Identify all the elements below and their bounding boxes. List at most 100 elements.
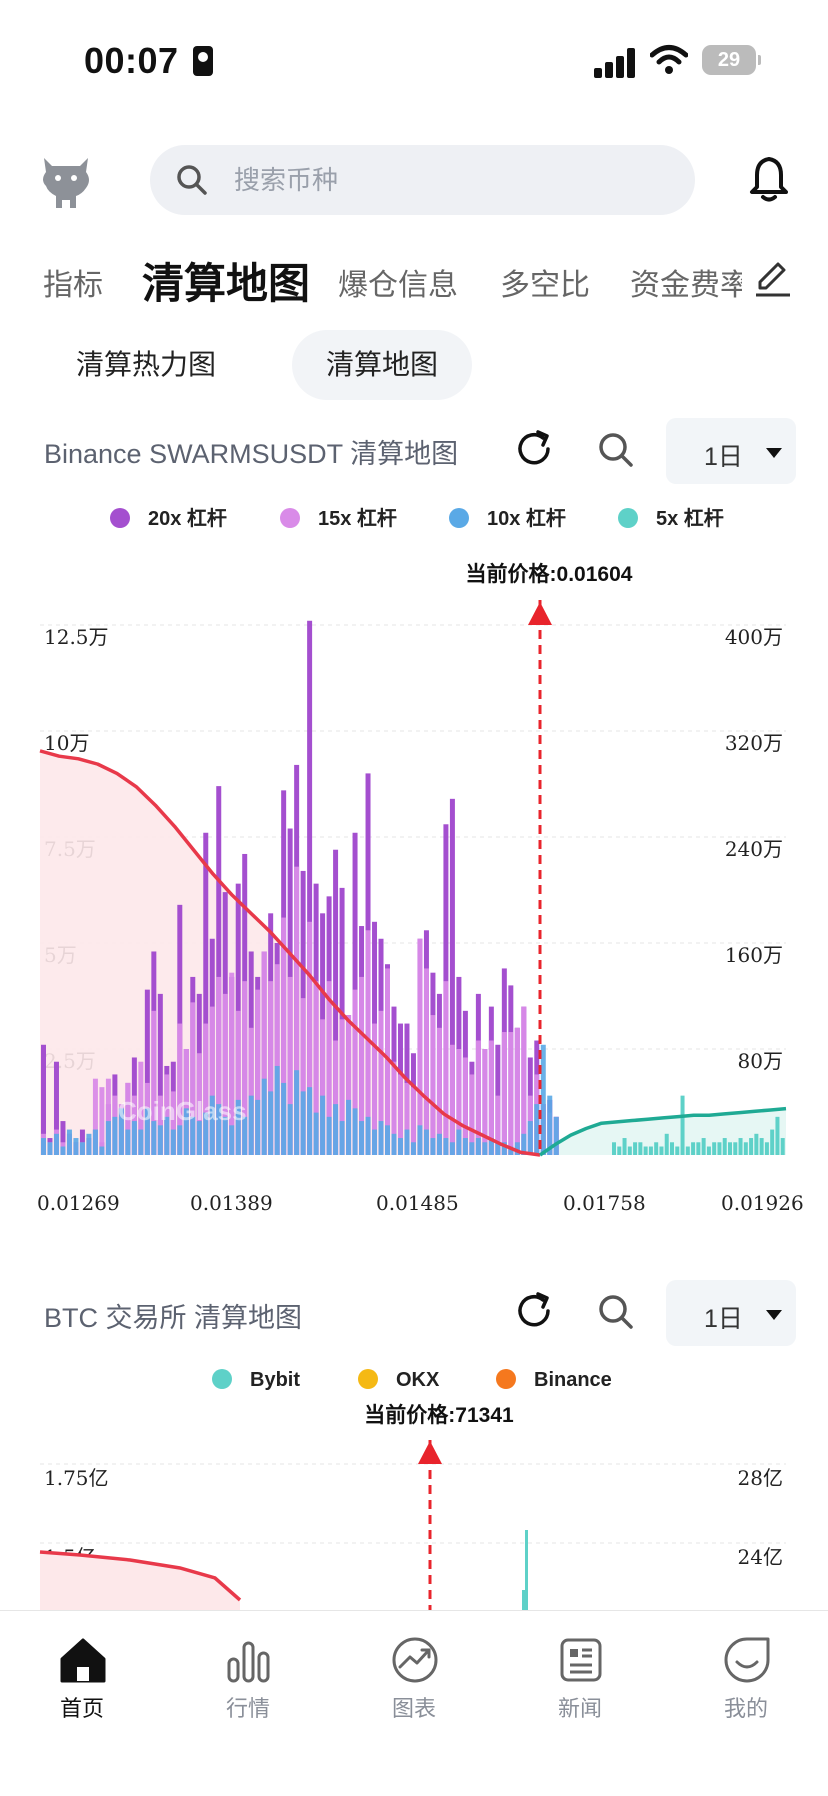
liquidation-map-chart[interactable]: 2.5万80万5万160万7.5万240万10万320万12.5万400万当前价… xyxy=(0,550,828,1230)
chart1-search-icon[interactable] xyxy=(594,428,638,472)
nav-news[interactable]: 新闻 xyxy=(520,1611,640,1731)
bar-5x xyxy=(654,1142,659,1155)
tab-indicators[interactable]: 指标 xyxy=(43,269,103,302)
legend-5x[interactable]: 5x 杠杆 xyxy=(618,502,724,531)
bar-10x xyxy=(53,1133,59,1155)
bar-15x xyxy=(339,1019,345,1155)
bar-20x xyxy=(60,1121,66,1155)
bar-10x xyxy=(183,1108,189,1155)
bar-15x xyxy=(138,1061,144,1155)
bar-15x xyxy=(313,981,319,1155)
y-right-tick-label: 28亿 xyxy=(738,1466,783,1490)
subtab-liquidation-map[interactable]: 清算地图 xyxy=(292,330,473,400)
long-cumulative-line xyxy=(539,1106,787,1157)
x-tick-label: 0.01485 xyxy=(376,1191,459,1215)
legend-10x[interactable]: 10x 杠杆 xyxy=(449,502,566,531)
legend-okx[interactable]: OKX xyxy=(358,1369,439,1392)
legend-15x[interactable]: 15x 杠杆 xyxy=(280,502,397,531)
bar-10x xyxy=(222,1116,228,1155)
legend-20x[interactable]: 20x 杠杆 xyxy=(110,502,227,531)
y-right-tick-label: 80万 xyxy=(738,1049,783,1073)
bar-20x xyxy=(203,832,209,1155)
chart1-refresh-icon[interactable] xyxy=(512,427,556,471)
bar-5x xyxy=(680,1095,685,1155)
nav-market[interactable]: 行情 xyxy=(188,1611,308,1731)
bar-20x xyxy=(41,1044,46,1155)
bar-10x xyxy=(501,1142,507,1155)
bar-bybit xyxy=(522,1590,525,1612)
legend-binance[interactable]: Binance xyxy=(496,1369,612,1392)
bell-icon[interactable] xyxy=(748,155,790,203)
bar-15x xyxy=(326,981,332,1155)
bar-15x xyxy=(488,1040,494,1155)
watermark-logo: CoinGlass xyxy=(118,1096,247,1126)
bar-15x xyxy=(196,1053,202,1155)
bar-15x xyxy=(456,1049,462,1155)
legend-dot-icon xyxy=(449,508,469,528)
bar-5x xyxy=(733,1142,738,1155)
bar-10x xyxy=(527,1121,533,1155)
bar-10x xyxy=(99,1146,105,1155)
bar-5x xyxy=(738,1138,743,1155)
chart2-search-icon[interactable] xyxy=(594,1290,638,1334)
chart1-period-select[interactable]: 1日 xyxy=(666,418,796,484)
bar-10x xyxy=(131,1121,137,1155)
x-tick-label: 0.01926 xyxy=(721,1191,804,1215)
y-right-tick-label: 320万 xyxy=(725,731,783,755)
bar-15x xyxy=(521,1006,527,1155)
mascot-avatar-icon[interactable] xyxy=(36,150,96,210)
bar-10x xyxy=(378,1121,384,1155)
bar-5x xyxy=(764,1142,769,1155)
bar-10x xyxy=(404,1129,410,1155)
legend-label: OKX xyxy=(396,1369,440,1391)
bar-10x xyxy=(410,1142,416,1155)
bar-15x xyxy=(242,981,248,1155)
edit-icon[interactable] xyxy=(752,258,792,298)
nav-profile[interactable]: 我的 xyxy=(686,1611,806,1731)
bar-5x xyxy=(780,1138,785,1155)
chart2-refresh-icon[interactable] xyxy=(512,1289,556,1333)
bar-5x xyxy=(728,1142,732,1155)
legend-bybit[interactable]: Bybit xyxy=(212,1369,300,1392)
chart2-period-select[interactable]: 1日 xyxy=(666,1280,796,1346)
bar-15x xyxy=(209,1006,215,1155)
bar-15x xyxy=(495,1095,501,1155)
bar-15x xyxy=(417,938,423,1155)
tab-liquidation-map[interactable]: 清算地图 xyxy=(142,260,311,307)
short-liquidation-area xyxy=(40,1552,240,1612)
bar-10x xyxy=(372,1129,378,1155)
nav-label: 首页 xyxy=(59,1696,104,1721)
nav-label: 图表 xyxy=(391,1696,436,1721)
search-bar[interactable] xyxy=(150,145,695,215)
short-cumulative-line xyxy=(39,1550,242,1602)
bar-10x xyxy=(521,1133,527,1155)
bar-15x xyxy=(170,1091,176,1155)
bar-10x xyxy=(125,1129,131,1155)
bar-5x xyxy=(775,1116,780,1155)
wifi-icon xyxy=(650,45,688,74)
cellular-signal-icon xyxy=(594,44,638,78)
bar-15x xyxy=(359,976,365,1155)
bar-10x xyxy=(482,1142,488,1155)
bar-5x xyxy=(659,1146,664,1155)
bar-5x xyxy=(685,1146,690,1155)
nav-home[interactable]: 首页 xyxy=(22,1611,142,1731)
legend-dot-icon xyxy=(618,508,638,528)
nav-charts[interactable]: 图表 xyxy=(354,1611,474,1731)
bar-15x xyxy=(268,981,274,1155)
bar-10x xyxy=(385,1125,390,1155)
subtab-heatmap[interactable]: 清算热力图 xyxy=(76,349,217,380)
bar-15x xyxy=(287,976,293,1155)
bar-15x xyxy=(203,1023,209,1155)
bar-5x xyxy=(743,1142,748,1155)
legend-dot-icon xyxy=(496,1369,516,1389)
search-input[interactable] xyxy=(234,145,664,215)
tab-liquidation-info[interactable]: 爆仓信息 xyxy=(338,269,458,302)
tab-funding-rate[interactable]: 资金费率 xyxy=(630,269,742,302)
bar-5x xyxy=(701,1138,706,1155)
bar-10x xyxy=(553,1116,559,1155)
bar-10x xyxy=(488,1138,494,1155)
bar-10x xyxy=(281,1082,287,1155)
tab-long-short-ratio[interactable]: 多空比 xyxy=(500,269,590,302)
